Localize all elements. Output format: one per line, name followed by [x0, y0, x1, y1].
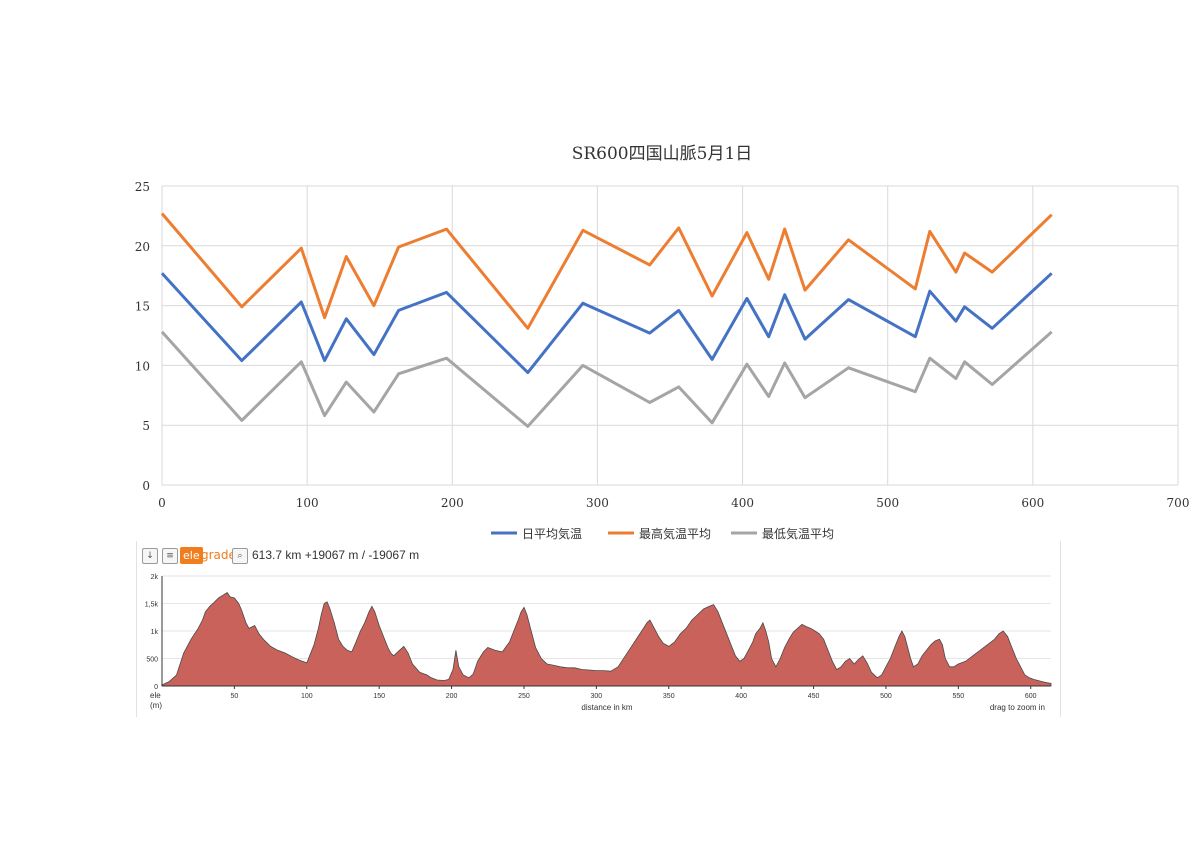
- ele-y-tick-label: 0: [154, 684, 158, 691]
- elevation-xlabel: distance in km: [581, 703, 632, 712]
- ele-tab[interactable]: ele: [180, 547, 203, 564]
- temperature-chart: SR600四国山脈5月1日 0 5 10 15 20 25 0 100 200 300 400 500…: [135, 144, 1190, 541]
- download-icon[interactable]: ↓: [142, 548, 158, 564]
- x-tick-label: 500: [876, 496, 899, 510]
- ele-x-tick-label: 250: [518, 693, 530, 700]
- ele-x-tick-label: 50: [230, 693, 238, 700]
- menu-icon[interactable]: ≡: [162, 548, 178, 564]
- ele-x-tick-label: 600: [1025, 693, 1037, 700]
- y-tick-label: 20: [135, 240, 150, 254]
- ele-x-tick-label: 100: [301, 693, 313, 700]
- x-tick-label: 0: [158, 496, 166, 510]
- ele-y-tick-label: 1k: [151, 629, 159, 636]
- elevation-area-layer: [161, 591, 1052, 687]
- ele-y-tick-label: 2k: [151, 574, 159, 581]
- series-line: [160, 272, 1053, 375]
- elevation-yunit: (m): [150, 701, 162, 710]
- magnifier-icon[interactable]: ⌕: [232, 548, 248, 564]
- chart-legend: 日平均気温 最高気温平均 最低気温平均: [491, 526, 834, 541]
- y-tick-label: 15: [135, 300, 150, 314]
- x-tick-label: 200: [441, 496, 464, 510]
- x-tick-label: 100: [296, 496, 319, 510]
- ele-y-tick-label: 1,5k: [145, 602, 159, 609]
- x-tick-label: 400: [731, 496, 754, 510]
- ele-x-tick-label: 200: [446, 693, 458, 700]
- chart-series: [160, 212, 1053, 428]
- chart-grid: 0 5 10 15 20 25 0 100 200 300 400 500 600 700: [135, 180, 1190, 510]
- elevation-toolbar: ↓ ≡ ele grade ⌕ 613.7 km +19067 m / -190…: [137, 541, 1060, 569]
- ele-x-tick-label: 550: [952, 693, 964, 700]
- x-tick-label: 300: [586, 496, 609, 510]
- legend-label: 最低気温平均: [762, 526, 834, 541]
- series-line: [160, 212, 1053, 330]
- legend-label: 日平均気温: [522, 526, 582, 541]
- drag-to-zoom-hint: drag to zoom in: [990, 703, 1045, 712]
- ele-x-tick-label: 400: [735, 693, 747, 700]
- ele-x-tick-label: 500: [880, 693, 892, 700]
- x-tick-label: 700: [1167, 496, 1190, 510]
- elevation-area: [161, 591, 1052, 687]
- route-summary: 613.7 km +19067 m / -19067 m: [252, 548, 420, 562]
- y-tick-label: 10: [135, 359, 150, 373]
- series-line: [160, 330, 1053, 428]
- y-tick-label: 0: [142, 479, 150, 493]
- chart-title: SR600四国山脈5月1日: [572, 144, 753, 164]
- elevation-axes: 0 500 1k 1,5k 2k 50 100 150 200 250 300 350 400 450 50…: [145, 574, 1051, 700]
- ele-x-tick-label: 150: [373, 693, 385, 700]
- grade-tab[interactable]: grade: [201, 548, 236, 562]
- ele-y-tick-label: 500: [146, 657, 158, 664]
- x-tick-label: 600: [1021, 496, 1044, 510]
- ele-x-tick-label: 300: [591, 693, 603, 700]
- elevation-ylabel: ele: [150, 691, 161, 700]
- legend-label: 最高気温平均: [639, 526, 711, 541]
- ele-x-tick-label: 350: [663, 693, 675, 700]
- y-tick-label: 5: [142, 419, 150, 433]
- elevation-chart[interactable]: 0 500 1k 1,5k 2k 50 100 150 200 250 300 350 400 450 50…: [137, 569, 1058, 717]
- elevation-profile-panel: ↓ ≡ ele grade ⌕ 613.7 km +19067 m / -190…: [136, 541, 1061, 717]
- y-tick-label: 25: [135, 180, 150, 194]
- ele-x-tick-label: 450: [808, 693, 820, 700]
